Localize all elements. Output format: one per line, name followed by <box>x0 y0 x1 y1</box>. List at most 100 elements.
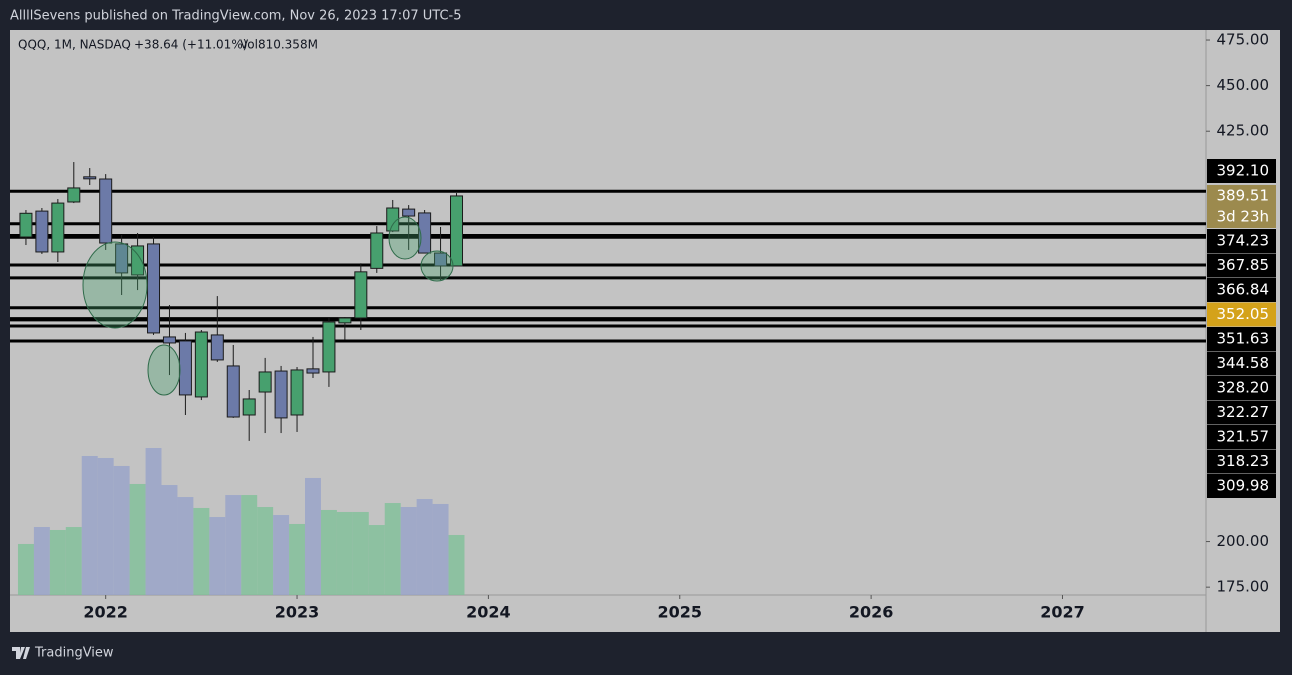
volume-label: Vol810.358M <box>240 38 318 52</box>
level-layer <box>10 189 1206 343</box>
change: +38.64 (+11.01%) <box>134 38 247 52</box>
volume-bar <box>416 499 433 595</box>
candle-body <box>418 212 432 254</box>
symbol-title: QQQ, 1M, NASDAQ <box>18 38 131 52</box>
candle-body <box>338 317 352 324</box>
volume-bar <box>384 503 401 595</box>
candle-body <box>274 370 288 419</box>
volume-bar <box>257 507 274 595</box>
ellipse-annotation <box>420 250 454 282</box>
volume-bar <box>209 517 226 595</box>
ellipse-annotation <box>82 241 148 329</box>
volume-bar <box>145 448 162 595</box>
volume-bar <box>305 477 321 595</box>
volume-layer <box>17 448 465 595</box>
ellipse-annotation <box>147 344 181 396</box>
candle-body <box>258 371 272 393</box>
volume-bar <box>352 511 369 595</box>
level-label: 352.05 <box>1217 305 1270 323</box>
volume-bar <box>49 529 66 595</box>
level-label-box <box>1207 425 1276 449</box>
candle-body <box>434 252 448 267</box>
volume-bar <box>368 525 385 595</box>
level-label-box <box>1207 474 1276 498</box>
current-price-label: 389.51 <box>1217 187 1270 205</box>
candle-body <box>83 176 97 180</box>
level-label-box <box>1207 302 1276 327</box>
level-label: 367.85 <box>1217 256 1270 274</box>
y-tick-label: 475.00 <box>1217 31 1270 49</box>
candle-layer <box>19 162 464 441</box>
volume-bar <box>241 495 258 595</box>
candle-body <box>131 245 145 276</box>
candle-body <box>178 340 192 396</box>
level-label-box <box>1207 327 1276 351</box>
level-label-box <box>1207 400 1276 425</box>
volume-bar <box>273 515 290 595</box>
candle-body <box>242 398 256 416</box>
footer: TradingView <box>12 646 114 661</box>
volume-bar <box>432 503 449 595</box>
y-tick-label: 450.00 <box>1217 76 1270 94</box>
level-label: 309.98 <box>1217 477 1270 495</box>
candle-body <box>226 365 240 418</box>
x-tick-label: 2023 <box>275 603 320 622</box>
volume-bar <box>17 543 34 595</box>
candle-body <box>306 368 320 374</box>
volume-bar <box>97 457 114 595</box>
footer-text: TradingView <box>34 646 114 661</box>
y-tick-label: 425.00 <box>1217 122 1270 140</box>
x-tick-label: 2027 <box>1040 603 1085 622</box>
level-label-box <box>1207 376 1276 400</box>
level-label-box <box>1207 278 1276 302</box>
level-label: 392.10 <box>1217 162 1270 180</box>
volume-bar <box>289 523 306 595</box>
x-tick-label: 2024 <box>466 603 511 622</box>
candle-body <box>162 336 176 344</box>
candle-body <box>290 369 304 416</box>
level-label: 328.20 <box>1217 379 1270 397</box>
legend: QQQ, 1M, NASDAQ +38.64 (+11.01%) Vol810.… <box>18 38 318 52</box>
candle-body <box>67 187 81 203</box>
candle-body <box>370 232 384 269</box>
volume-bar <box>336 511 353 595</box>
volume-bar <box>65 527 82 595</box>
volume-bar <box>193 507 210 595</box>
ellipse-annotation <box>388 216 422 260</box>
candle-body <box>450 195 464 267</box>
volume-bar <box>81 455 98 595</box>
level-label: 351.63 <box>1217 330 1270 348</box>
candle-body <box>99 178 113 244</box>
volume-bar <box>177 497 194 595</box>
level-label-box <box>1207 351 1276 376</box>
level-label: 318.23 <box>1217 452 1270 470</box>
current-price-box <box>1207 185 1276 228</box>
volume-bar <box>225 495 242 595</box>
level-label-box <box>1207 229 1276 253</box>
volume-bar <box>113 465 130 595</box>
candle-body <box>386 207 400 232</box>
axis-layer: 475.00 450.00 425.00 200.00 175.00 2022 2023 20… <box>83 31 1276 622</box>
candle-body <box>115 243 129 274</box>
x-tick-label: 2026 <box>849 603 894 622</box>
y-tick-label: 200.00 <box>1217 532 1270 550</box>
candle-body <box>194 331 208 398</box>
level-label-box <box>1207 449 1276 474</box>
candle-body <box>402 208 416 217</box>
level-label: 322.27 <box>1217 403 1270 421</box>
x-tick-label: 2025 <box>657 603 702 622</box>
level-label: 344.58 <box>1217 354 1270 372</box>
candle-body <box>147 243 161 334</box>
candle-body <box>354 271 368 319</box>
candle-body <box>322 321 336 373</box>
level-label-box <box>1207 159 1276 183</box>
candle-body <box>19 212 33 238</box>
header: AllllSevens published on TradingView.com… <box>10 9 461 24</box>
countdown: 3d 23h <box>1217 208 1269 226</box>
candle-body <box>210 334 224 361</box>
level-label: 366.84 <box>1217 281 1270 299</box>
volume-bar <box>33 527 50 595</box>
candle-body <box>35 210 49 253</box>
